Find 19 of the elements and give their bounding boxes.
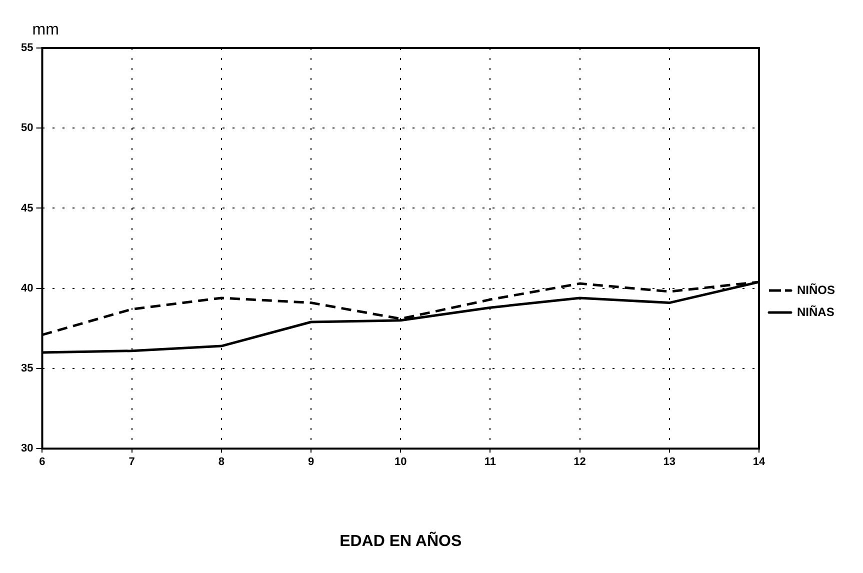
x-tick-label: 14 — [752, 456, 766, 468]
x-tick-label: 7 — [128, 456, 135, 468]
x-tick-label: 11 — [484, 456, 496, 468]
y-tick-label: 45 — [20, 202, 34, 214]
x-tick-label: 6 — [39, 456, 46, 468]
x-tick-label: 10 — [394, 456, 407, 468]
y-tick-label: 40 — [20, 282, 34, 294]
x-tick-label: 8 — [218, 456, 224, 468]
y-tick-label: 55 — [20, 42, 34, 54]
legend-label: NIÑOS — [796, 282, 836, 297]
y-tick-label: 50 — [20, 122, 34, 134]
x-tick-label: 13 — [663, 456, 676, 468]
x-tick-label: 12 — [574, 456, 586, 468]
legend-label: NIÑAS — [796, 304, 834, 319]
y-tick-label: 30 — [20, 442, 34, 455]
y-axis-title: mm — [32, 21, 59, 38]
x-tick-label: 9 — [308, 456, 314, 468]
y-tick-label: 35 — [20, 362, 34, 375]
x-axis-title: EDAD EN AÑOS — [340, 530, 462, 550]
